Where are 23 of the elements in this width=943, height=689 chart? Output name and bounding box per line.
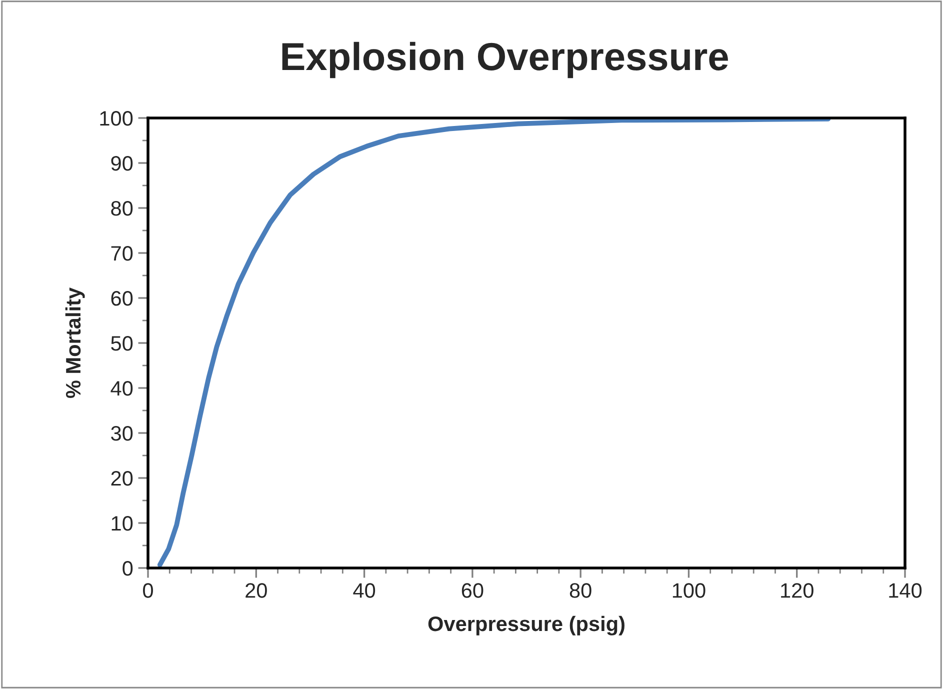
y-tick-label: 100 <box>100 111 133 126</box>
y-tick-label: 10 <box>112 516 133 531</box>
line-series <box>157 118 831 568</box>
x-tick-label: 60 <box>462 583 484 598</box>
y-tick-label: 60 <box>111 291 133 306</box>
x-tick-label: 40 <box>353 583 376 598</box>
x-tick-label: 80 <box>570 583 592 598</box>
x-tick-label: 0 <box>143 583 153 598</box>
x-tick-label: 120 <box>781 583 814 598</box>
y-tick-label: 70 <box>111 246 133 261</box>
y-tick-label: 0 <box>122 561 133 576</box>
y-tick-label: 40 <box>110 381 133 396</box>
y-axis-title: % Mortality <box>65 288 85 398</box>
chart-title: Explosion Overpressure <box>282 42 728 78</box>
x-tick-label: 140 <box>889 583 922 598</box>
x-axis-title: Overpressure (psig) <box>428 616 624 636</box>
y-tick-label: 30 <box>111 426 133 441</box>
y-tick-label: 90 <box>111 156 133 171</box>
y-tick-label: 80 <box>111 201 133 216</box>
x-tick-label: 100 <box>672 583 706 598</box>
y-tick-label: 50 <box>111 336 133 351</box>
x-tick-label: 20 <box>246 583 267 598</box>
y-tick-label: 20 <box>111 471 133 486</box>
